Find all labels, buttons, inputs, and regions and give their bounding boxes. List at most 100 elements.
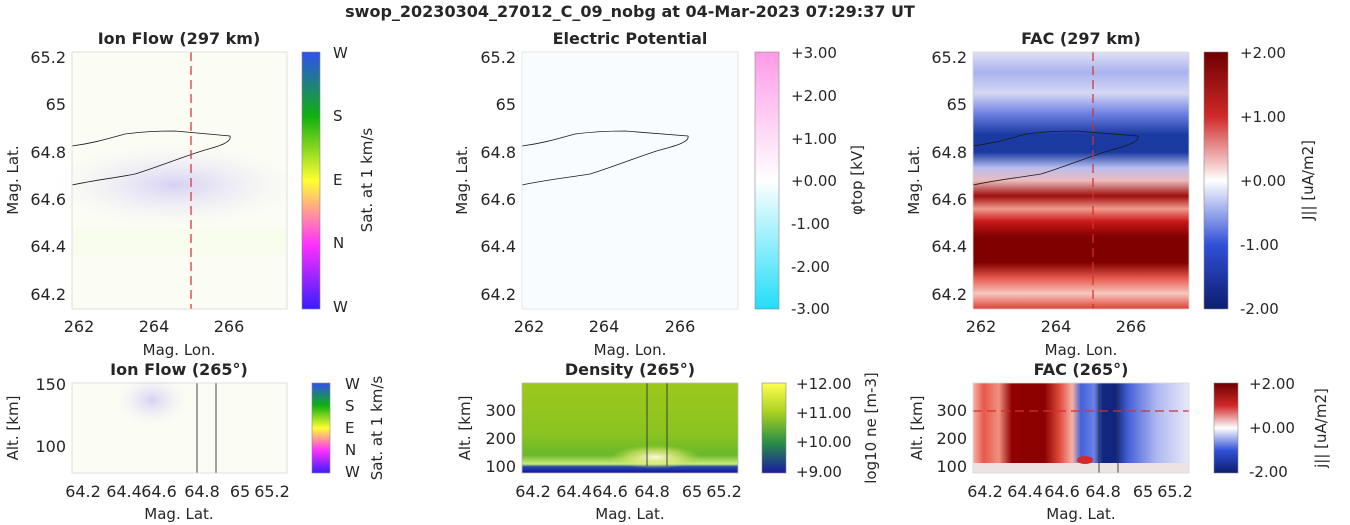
x-tick-label: 266 <box>214 317 245 336</box>
x-axis-ticks: 64.2 64.4 64.6 64.8 65 65.2 <box>967 482 1193 501</box>
x-tick-label: 64.8 <box>1085 482 1121 501</box>
panel-ion-flow-alt: Ion Flow (265°) 64.2 64.4 64.6 64.8 65 6… <box>4 360 386 523</box>
colorbar-tick-label: +2.00 <box>1249 375 1295 393</box>
figure-title: swop_20230304_27012_C_09_nobg at 04-Mar-… <box>345 2 915 21</box>
y-axis-ticks: 300 200 100 <box>936 401 967 476</box>
y-tick-label: 64.8 <box>30 143 66 162</box>
x-tick-label: 262 <box>966 317 997 336</box>
x-tick-label: 64.6 <box>1044 482 1080 501</box>
y-tick-label: 100 <box>485 457 516 476</box>
x-tick-label: 65.2 <box>706 482 742 501</box>
colorbar: W S E N W Sat. at 1 km/s <box>311 375 386 481</box>
colorbar-gradient <box>311 382 331 474</box>
colorbar-tick-label: -3.00 <box>791 300 830 318</box>
colorbar-gradient <box>1213 382 1239 474</box>
y-tick-label: 65.2 <box>931 48 967 67</box>
heatmap-field <box>973 383 1189 463</box>
boundary-contour <box>972 130 1139 186</box>
panel-title: Ion Flow (297 km) <box>98 29 261 48</box>
colorbar-gradient <box>754 51 780 310</box>
fac-low-feature <box>1077 456 1093 464</box>
y-tick-label: 200 <box>936 429 967 448</box>
y-tick-label: 64.8 <box>931 143 967 162</box>
y-tick-label: 200 <box>485 429 516 448</box>
x-axis-ticks: 262 264 266 <box>64 317 245 336</box>
x-tick-label: 264 <box>139 317 170 336</box>
colorbar-tick-label: +0.00 <box>1249 419 1295 437</box>
plot-frame <box>521 51 739 310</box>
x-tick-label: 262 <box>514 317 545 336</box>
boundary-contour <box>521 130 689 186</box>
panel-title: Density (265°) <box>565 360 695 379</box>
y-tick-label: 64.8 <box>480 143 516 162</box>
panel-title: FAC (265°) <box>1034 360 1129 379</box>
colorbar-tick-label: +9.00 <box>796 463 842 481</box>
x-tick-label: 64.4 <box>1007 482 1043 501</box>
x-tick-label: 65 <box>682 482 702 501</box>
x-tick-label: 64.2 <box>515 482 551 501</box>
flow-band <box>72 230 287 255</box>
heatmap-field <box>522 52 738 309</box>
colorbar: +2.00 +1.00 +0.00 -1.00 -2.00 J|| [uA/m2… <box>1203 44 1317 318</box>
colorbar-tick-label: W <box>345 375 360 393</box>
x-axis-label: Mag. Lon. <box>1045 341 1118 359</box>
y-tick-label: 64.6 <box>931 190 967 209</box>
colorbar-tick-label: +1.00 <box>791 130 837 148</box>
x-axis-label: Mag. Lon. <box>143 341 216 359</box>
x-tick-label: 64.2 <box>65 482 101 501</box>
colorbar-tick-label: +0.00 <box>1240 172 1286 190</box>
colorbar-tick-label: E <box>345 419 354 437</box>
colorbar-tick-label: E <box>333 171 342 189</box>
colorbar-tick-label: S <box>333 107 343 125</box>
density-enhancement <box>610 445 700 469</box>
colorbar-tick-label: W <box>333 298 348 316</box>
panel-fac-map: FAC (297 km) 262 264 266 65.2 65 64.8 64… <box>905 29 1317 359</box>
colorbar-tick-label: +2.00 <box>791 87 837 105</box>
y-axis-label: Alt. [km] <box>456 396 474 461</box>
y-tick-label: 64.2 <box>30 285 66 304</box>
plot-frame <box>71 382 288 474</box>
y-axis-ticks: 65.2 65 64.8 64.6 64.4 64.2 <box>480 48 516 304</box>
y-tick-label: 65.2 <box>480 48 516 67</box>
y-axis-label: Alt. [km] <box>4 396 22 461</box>
y-axis-ticks: 65.2 65 64.8 64.6 64.4 64.2 <box>30 48 66 304</box>
x-tick-label: 262 <box>64 317 95 336</box>
colorbar-tick-label: +2.00 <box>1240 44 1286 62</box>
x-axis-ticks: 64.2 64.4 64.6 64.8 65 65.2 <box>65 482 290 501</box>
colorbar-label: φtop [kV] <box>848 145 866 215</box>
x-tick-label: 64.6 <box>592 482 628 501</box>
y-axis-label: Mag. Lat. <box>4 145 22 214</box>
colorbar: +12.00 +11.00 +10.00 +9.00 log10 ne [m-3… <box>761 372 880 484</box>
y-axis-ticks: 150 100 <box>35 375 66 456</box>
colorbar-label: j|| [uA/m2] <box>1312 388 1330 469</box>
colorbar-tick-label: -2.00 <box>1240 300 1279 318</box>
x-axis-label: Mag. Lat. <box>1046 505 1115 523</box>
y-axis-label: Alt. [km] <box>908 396 926 461</box>
x-axis-label: Mag. Lat. <box>144 505 213 523</box>
colorbar-tick-label: +1.00 <box>1240 108 1286 126</box>
plot-frame <box>521 382 739 474</box>
colorbar-tick-label: +12.00 <box>796 375 852 393</box>
colorbar: +3.00 +2.00 +1.00 +0.00 -1.00 -2.00 -3.0… <box>754 44 866 318</box>
colorbar-gradient <box>301 51 321 310</box>
x-axis-ticks: 64.2 64.4 64.6 64.8 65 65.2 <box>515 482 742 501</box>
y-tick-label: 64.4 <box>931 237 967 256</box>
y-axis-label: Mag. Lat. <box>453 145 471 214</box>
y-tick-label: 64.2 <box>480 285 516 304</box>
x-axis-label: Mag. Lon. <box>594 341 667 359</box>
y-tick-label: 150 <box>35 375 66 394</box>
panel-potential-map: Electric Potential 262 264 266 65.2 65 6… <box>453 29 866 359</box>
x-tick-label: 64.8 <box>184 482 220 501</box>
x-tick-label: 65 <box>230 482 250 501</box>
colorbar-label: J|| [uA/m2] <box>1299 140 1317 221</box>
heatmap-field <box>973 52 1189 309</box>
y-tick-label: 300 <box>936 401 967 420</box>
x-axis-ticks: 262 264 266 <box>966 317 1147 336</box>
plot-frame <box>972 51 1190 310</box>
boundary-contour <box>71 130 231 186</box>
colorbar: +2.00 +0.00 -2.00 j|| [uA/m2] <box>1213 375 1330 481</box>
colorbar-tick-label: +10.00 <box>796 433 852 451</box>
x-tick-label: 264 <box>1041 317 1072 336</box>
y-axis-ticks: 65.2 65 64.8 64.6 64.4 64.2 <box>931 48 967 304</box>
y-tick-label: 64.6 <box>480 190 516 209</box>
